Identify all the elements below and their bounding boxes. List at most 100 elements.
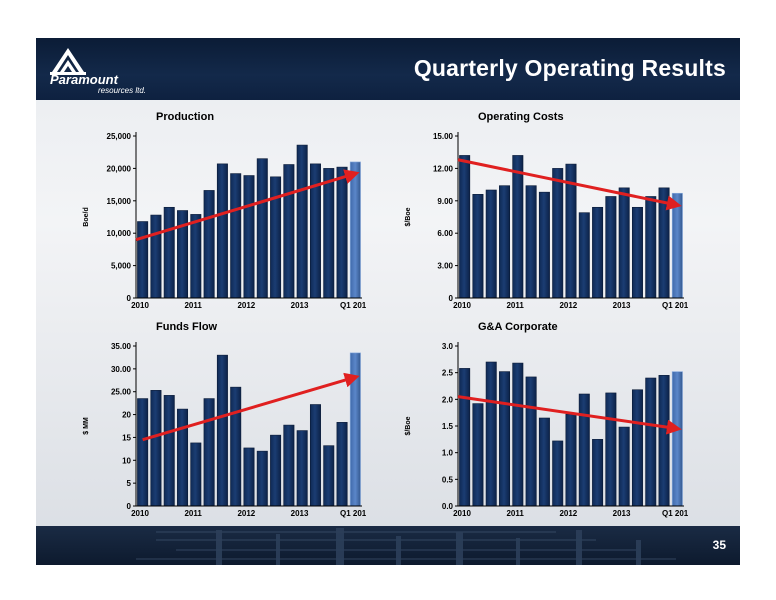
- x-tick-label: 2010: [453, 301, 471, 310]
- y-tick-label: 0.0: [442, 502, 454, 511]
- slide-title: Quarterly Operating Results: [413, 55, 726, 81]
- chart-title: Funds Flow: [156, 321, 218, 333]
- logo-name: Paramount: [50, 72, 119, 87]
- y-tick-label: 30.00: [111, 365, 132, 374]
- x-tick-label: 2013: [613, 509, 631, 518]
- trend-arrow: [142, 372, 360, 442]
- y-tick-label: 20,000: [107, 164, 132, 173]
- bar: [270, 434, 282, 507]
- funds-flow-chart: Funds Flow $ MM 0 5 10 15 20 25.00 30.00 35.00 201…: [83, 321, 366, 518]
- bar: [512, 155, 524, 299]
- footer-industrial-image: [136, 528, 676, 565]
- bar: [618, 187, 630, 299]
- x-tick-label: Q1 2014: [662, 301, 688, 310]
- bar: [512, 362, 524, 507]
- bar: [631, 389, 643, 507]
- x-tick-label: 2013: [613, 301, 631, 310]
- x-tick-label: 2012: [559, 301, 577, 310]
- bar: [538, 191, 550, 299]
- bar: [618, 426, 630, 507]
- y-tick-label: 12.00: [433, 164, 454, 173]
- bar: [309, 404, 321, 507]
- bar: [256, 450, 268, 507]
- bar: [499, 371, 511, 507]
- g-and-a-corporate-chart: G&A Corporate $/Boe 0.0 0.5 1.0 1.5 2.0 2.5 3.0 2…: [405, 321, 688, 518]
- y-tick-label: 2.5: [442, 369, 454, 378]
- bar: [336, 166, 348, 299]
- bar: [230, 386, 242, 507]
- bar: [485, 361, 497, 507]
- x-tick-label: Q1 2014: [662, 509, 688, 518]
- y-tick-label: 5,000: [111, 262, 132, 271]
- bar: [459, 155, 471, 299]
- bar: [336, 422, 348, 507]
- slide: Paramount resources ltd. Quarterly Opera…: [36, 38, 740, 565]
- y-axis-label: $/Boe: [405, 416, 412, 435]
- x-tick-label: 2013: [291, 301, 309, 310]
- trend-arrow: [457, 158, 682, 211]
- x-tick-label: 2011: [506, 509, 524, 518]
- y-tick-label: 2.0: [442, 395, 454, 404]
- x-tick-label: 2013: [291, 509, 309, 518]
- trend-arrow: [135, 169, 360, 242]
- x-tick-label: 2011: [506, 301, 524, 310]
- bar: [645, 196, 657, 299]
- bar: [323, 445, 335, 507]
- page-number: 35: [712, 538, 726, 552]
- bar: [485, 189, 497, 299]
- y-tick-label: 0: [127, 294, 132, 303]
- bar: [459, 368, 471, 507]
- bar: [230, 173, 242, 299]
- bar: [137, 398, 149, 507]
- x-tick-label: Q1 2014: [340, 301, 366, 310]
- y-tick-label: 20: [122, 411, 131, 420]
- bar: [592, 206, 604, 299]
- bar: [243, 175, 255, 299]
- bar: [552, 440, 564, 507]
- y-tick-label: 0.5: [442, 475, 454, 484]
- bar: [578, 393, 590, 507]
- x-tick-label: 2012: [559, 509, 577, 518]
- bar: [137, 221, 149, 299]
- chart-title: G&A Corporate: [478, 321, 558, 333]
- y-tick-label: 10: [122, 456, 131, 465]
- production-chart: Production Boe/d 0 5,000 10,000 15,000 20,000 2…: [83, 111, 366, 310]
- y-tick-label: 25,000: [107, 132, 132, 141]
- slide-footer: 35: [36, 526, 740, 565]
- y-tick-label: 10,000: [107, 229, 132, 238]
- bar: [605, 196, 617, 299]
- chart-title: Operating Costs: [478, 111, 564, 123]
- y-tick-label: 1.0: [442, 449, 454, 458]
- bar-highlight: [671, 371, 683, 507]
- y-tick-label: 15.00: [433, 132, 454, 141]
- bar: [177, 408, 189, 507]
- x-tick-label: 2010: [131, 509, 149, 518]
- bar: [525, 185, 537, 299]
- bar: [296, 144, 308, 299]
- y-tick-label: 0: [449, 294, 454, 303]
- bar: [256, 158, 268, 299]
- x-tick-label: 2010: [131, 301, 149, 310]
- bar: [499, 185, 511, 299]
- y-tick-label: 9.00: [437, 197, 453, 206]
- bar: [552, 168, 564, 299]
- paramount-logo-mark: [50, 48, 86, 75]
- paramount-logo: Paramount resources ltd.: [50, 48, 146, 94]
- y-tick-label: 35.00: [111, 342, 132, 351]
- bar: [538, 417, 550, 507]
- bar: [592, 439, 604, 507]
- y-tick-label: 25.00: [111, 388, 132, 397]
- y-tick-label: 0: [127, 502, 132, 511]
- y-tick-label: 1.5: [442, 422, 454, 431]
- x-tick-label: 2011: [184, 301, 202, 310]
- x-tick-label: 2012: [237, 509, 255, 518]
- y-axis-label: $ MM: [83, 417, 90, 435]
- bar: [283, 164, 295, 299]
- logo-sub: resources ltd.: [98, 86, 146, 94]
- bar: [243, 447, 255, 507]
- bar: [296, 430, 308, 507]
- slide-header: Paramount resources ltd. Quarterly Opera…: [36, 38, 740, 100]
- y-axis-label: Boe/d: [83, 207, 90, 226]
- bar: [216, 163, 228, 299]
- bar: [203, 398, 215, 507]
